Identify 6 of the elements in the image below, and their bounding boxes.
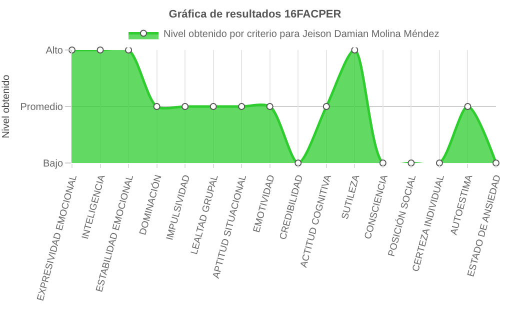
text: Alto bbox=[46, 46, 64, 56]
text: Promedio bbox=[20, 102, 64, 113]
chart-title: Gráfica de resultados 16FACPER bbox=[168, 8, 342, 21]
legend-label: Nivel obtenido por criterio para Jeison Damian Molina Méndez bbox=[164, 29, 440, 40]
y-axis-title: Nivel obtenido bbox=[1, 74, 12, 138]
text: Bajo bbox=[42, 158, 64, 170]
